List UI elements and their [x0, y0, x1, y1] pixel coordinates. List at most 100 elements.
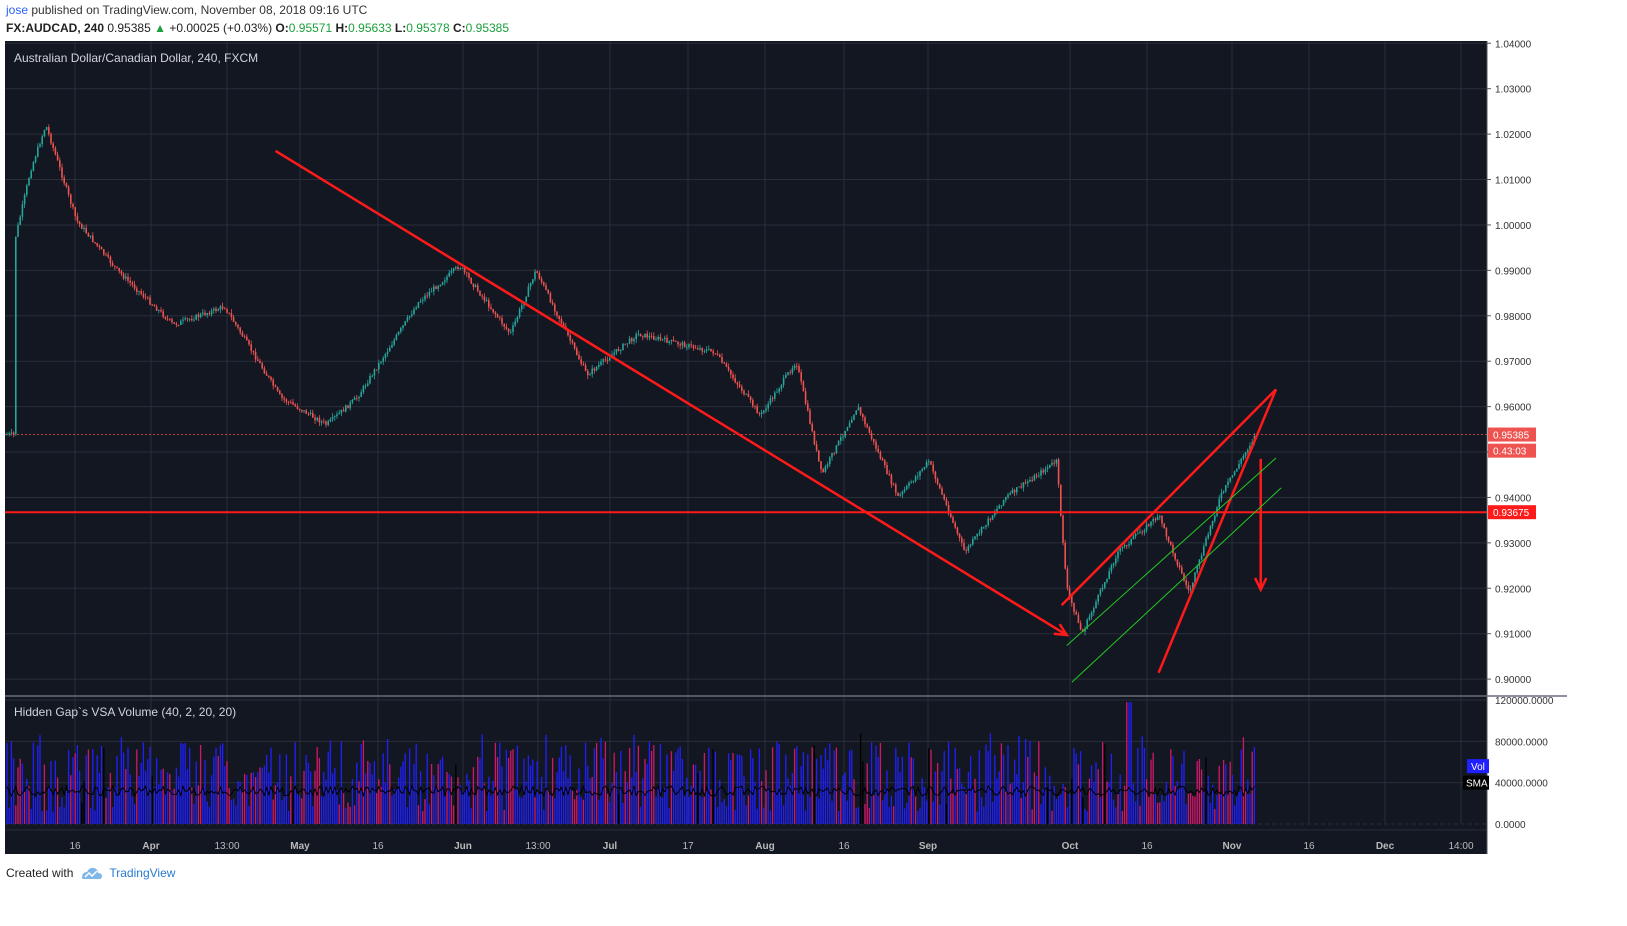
candle [1242, 456, 1245, 459]
candle [936, 478, 939, 484]
price-label-box [1488, 427, 1536, 442]
candle [87, 233, 90, 237]
price-label: 0.93675 [1493, 508, 1530, 519]
candle [367, 383, 369, 386]
candle [598, 364, 600, 367]
candle [59, 160, 61, 168]
down-arrow-head [1253, 577, 1268, 593]
candle [1130, 538, 1132, 545]
price-tick-label: 0.92000 [1495, 584, 1532, 595]
candle [908, 482, 910, 486]
candle [1044, 469, 1047, 473]
candle [45, 127, 48, 131]
candle [474, 285, 477, 287]
time-tick-label: Jul [603, 841, 618, 852]
candle [309, 412, 312, 414]
candle [785, 374, 787, 378]
candle [206, 313, 208, 316]
candle [1170, 541, 1172, 545]
candle [604, 359, 607, 361]
candle [1200, 555, 1203, 560]
time-tick-label: May [290, 841, 310, 852]
candle [1011, 490, 1014, 494]
candle [318, 417, 321, 423]
candle [947, 505, 950, 514]
price-label-box [1488, 505, 1536, 520]
candle [873, 438, 875, 442]
price-tick-label: 1.00000 [1495, 221, 1532, 232]
candle [639, 333, 642, 337]
candle [397, 331, 400, 335]
candle [675, 341, 677, 342]
candle [899, 494, 901, 496]
candle [534, 271, 536, 280]
candle [659, 336, 662, 340]
candle [89, 235, 92, 237]
candle [765, 408, 767, 411]
candle [1097, 594, 1099, 602]
candle [741, 386, 743, 391]
candle [1220, 492, 1223, 499]
candle [1090, 612, 1093, 617]
candle [648, 335, 651, 338]
candle [307, 413, 310, 415]
candle [1156, 517, 1159, 521]
candle [540, 278, 543, 283]
candle [705, 349, 708, 352]
candle [1110, 565, 1113, 572]
candle [39, 144, 41, 147]
chart-title: Australian Dollar/Canadian Dollar, 240, … [14, 51, 258, 65]
candle [686, 347, 688, 349]
candle [1214, 515, 1216, 521]
candle [811, 423, 813, 432]
candle [34, 156, 37, 163]
candle [323, 421, 325, 423]
candle [325, 421, 327, 425]
candle [809, 410, 811, 424]
candle [732, 374, 734, 379]
candle [1040, 470, 1042, 476]
time-tick-label: 17 [682, 841, 694, 852]
candle [529, 283, 532, 287]
candle [50, 133, 52, 144]
tradingview-link[interactable]: TradingView [109, 866, 176, 880]
candle [877, 448, 879, 453]
candle [1088, 616, 1091, 620]
candle [851, 419, 853, 423]
candle [184, 318, 186, 320]
candle [1106, 579, 1108, 582]
candle [444, 280, 446, 283]
candle [96, 243, 98, 246]
candle [492, 308, 494, 313]
candle [846, 427, 849, 431]
candle [518, 309, 521, 317]
high-value: 0.95633 [348, 21, 392, 35]
candle [1137, 533, 1139, 535]
candle [1005, 497, 1007, 501]
candle [252, 350, 255, 352]
candle [730, 370, 732, 375]
candle [1185, 580, 1187, 586]
candle [1238, 463, 1240, 469]
candle [56, 154, 59, 161]
candle [470, 278, 472, 284]
candle [578, 354, 580, 360]
candle [791, 368, 794, 373]
candle [358, 396, 360, 399]
candle [1020, 486, 1022, 488]
author-name[interactable]: jose [6, 3, 29, 17]
candle [70, 194, 72, 204]
candle [580, 359, 582, 364]
chart-canvas[interactable]: 1.04000 1.03000 1.02000 1.01000 1.00000 0.990… [0, 0, 1567, 887]
time-tick-label: Apr [142, 841, 159, 852]
candle [1249, 445, 1251, 450]
candle [1143, 530, 1146, 533]
candle [664, 337, 666, 340]
candle [987, 518, 989, 526]
candle [976, 533, 978, 537]
candle [395, 334, 398, 340]
candle [237, 324, 239, 328]
candle [547, 289, 549, 294]
candle [573, 342, 576, 349]
candle [61, 167, 63, 178]
